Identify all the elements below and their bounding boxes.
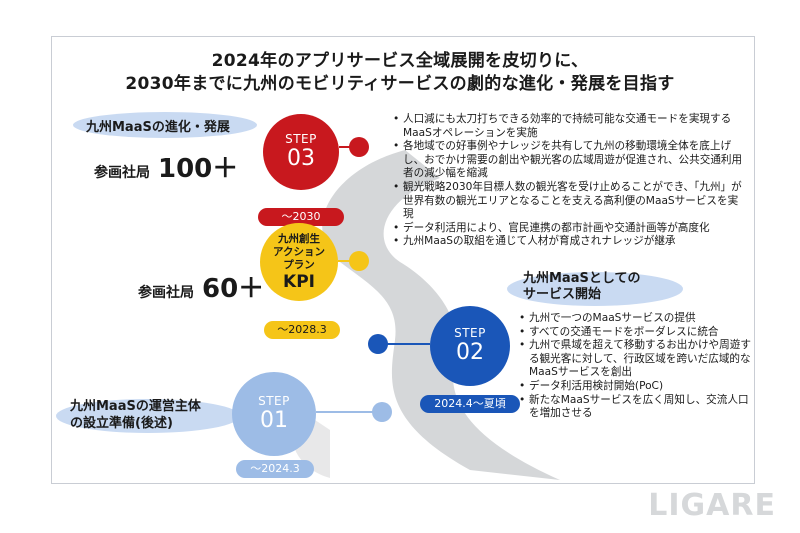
label-service-start: 九州MaaSとしての サービス開始 [523,271,640,303]
step-02-bullets: 九州で一つのMaaSサービスの提供 すべての交通モードをボーダレスに統合 九州で… [519,312,751,421]
step-01-label: STEP [258,394,290,408]
step-01-circle: STEP 01 [232,372,316,456]
participants-60-label: 参画社局 [138,285,194,301]
step-02-period: 2024.4～夏頃 [420,395,520,413]
highlight-bottom [56,399,240,433]
title-line-1: 2024年のアプリサービス全域展開を皮切りに、 [211,51,589,71]
participants-100-value: 100＋ [158,154,239,184]
label-operator-prep-line1: 九州MaaSの運営主体 [70,399,201,414]
step-03-number: 03 [287,146,315,171]
list-item: 人口減にも太刀打ちできる効率的で持続可能な交通モードを実現するMaaSオペレーシ… [393,113,745,140]
list-item: 観光戦略2030年目標人数の観光客を受け止めることができ、「九州」が世界有数の観… [393,181,745,222]
step-03-period: ～2030 [258,208,344,226]
list-item: すべての交通モードをボーダレスに統合 [519,326,751,340]
step-02-number: 02 [456,340,484,365]
list-item: 九州で一つのMaaSサービスの提供 [519,312,751,326]
list-item: 九州で県域を超えて移動するお出かけや周遊する観光客に対して、行政区域を跨いだ広域… [519,339,751,380]
list-item: 九州MaaSの取組を通じて人材が育成されナレッジが継承 [393,235,745,249]
participants-60: 参画社局 60＋ [138,268,264,305]
kpi-line4: KPI [283,271,315,292]
list-item: データ利活用により、官民連携の都市計画や交通計画等が高度化 [393,222,745,236]
label-service-start-line1: 九州MaaSとしての [523,271,641,286]
list-item: 各地域での好事例やナレッジを共有して九州の移動環境全体を底上げし、おでかけ需要の… [393,140,745,181]
kpi-line3: プラン [283,258,315,271]
kpi-circle: 九州創生 アクション プラン KPI [260,223,338,301]
title-line-2: 2030年までに九州のモビリティサービスの劇的な進化・発展を目指す [125,74,675,94]
participants-60-value: 60＋ [202,274,265,304]
step-02-dot [368,334,388,354]
step-01-period: ～2024.3 [236,460,314,478]
participants-100-label: 参画社局 [94,165,150,181]
gray-swoosh [322,150,560,480]
list-item: 新たなMaaSサービスを広く周知し、交流人口を増加させる [519,394,751,421]
kpi-period: ～2028.3 [264,321,340,339]
step-03-bullets: 人口減にも太刀打ちできる効率的で持続可能な交通モードを実現するMaaSオペレーシ… [393,113,745,249]
step-02-circle: STEP 02 [430,306,510,386]
step-01-number: 01 [260,408,288,433]
step-03-dot [349,137,369,157]
label-evolution: 九州MaaSの進化・発展 [86,120,230,135]
step-01-dot [372,402,392,422]
kpi-line2: アクション [273,245,325,258]
step-03-label: STEP [285,132,317,146]
list-item: データ利活用検討開始(PoC) [519,380,751,394]
kpi-dot [349,251,369,271]
label-operator-prep-line2: の設立準備(後述) [70,416,173,431]
highlight-middle [507,272,683,306]
kpi-line1: 九州創生 [278,232,320,245]
participants-100: 参画社局 100＋ [94,148,238,185]
step-03-circle: STEP 03 [263,114,339,190]
highlight-top [73,112,257,138]
step-02-label: STEP [454,326,486,340]
label-operator-prep: 九州MaaSの運営主体 の設立準備(後述) [70,398,201,432]
label-service-start-line2: サービス開始 [523,287,602,302]
ligare-logo: LIGARE [648,488,776,523]
